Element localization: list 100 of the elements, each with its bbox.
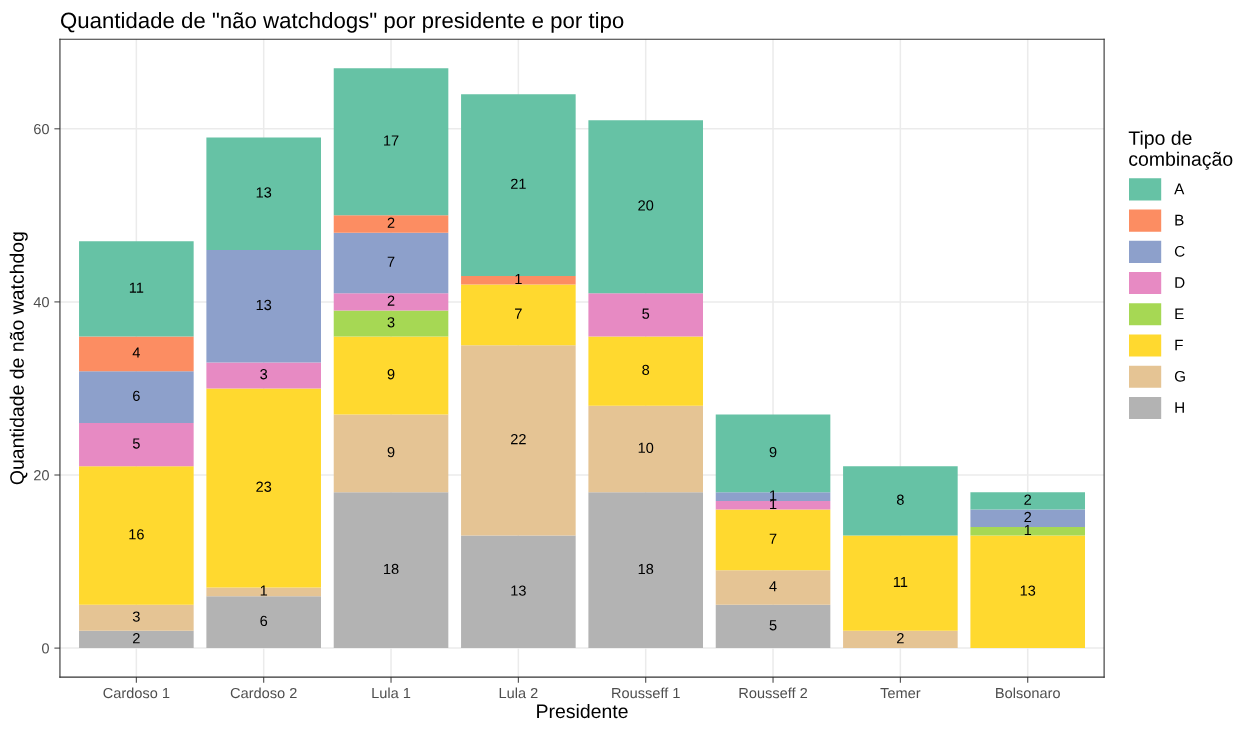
bar xyxy=(79,336,194,372)
bar xyxy=(588,336,703,406)
y-axis-title: Quantidade de não watchdog xyxy=(9,232,28,485)
bar xyxy=(206,587,321,597)
bar xyxy=(588,405,703,493)
data-label: 5 xyxy=(769,620,777,631)
bar xyxy=(333,310,449,337)
legend-title: Tipo de combinação xyxy=(1128,130,1233,170)
bar xyxy=(206,362,321,389)
bar xyxy=(461,345,576,536)
bar xyxy=(970,509,1086,527)
bar xyxy=(79,241,194,337)
data-label: 9 xyxy=(387,369,395,380)
bar xyxy=(588,293,703,337)
data-label: 1 xyxy=(1024,525,1032,536)
bar xyxy=(333,336,449,415)
data-label: 7 xyxy=(387,256,395,267)
bar xyxy=(715,500,831,510)
bar xyxy=(79,604,194,631)
chart-title: Quantidade de "não watchdogs" por presidente e por tipo xyxy=(61,12,624,33)
data-label: 1 xyxy=(770,490,777,501)
data-label: 2 xyxy=(387,217,395,228)
y-tick-label: 0 xyxy=(42,643,49,654)
bar xyxy=(970,535,1086,649)
x-axis-title: Presidente xyxy=(537,703,628,719)
bar xyxy=(79,423,194,467)
data-label: 3 xyxy=(132,611,140,622)
x-tick-label: Rousseff 2 xyxy=(739,687,808,699)
data-label: 3 xyxy=(260,369,268,380)
data-label: 13 xyxy=(256,187,272,198)
legend-label: A xyxy=(1174,183,1185,195)
bar xyxy=(970,526,1086,536)
x-tick-label: Cardoso 2 xyxy=(230,687,297,699)
bar xyxy=(970,492,1086,510)
legend-label: C xyxy=(1174,245,1185,257)
data-label: 21 xyxy=(510,178,526,189)
data-label: 22 xyxy=(510,433,526,445)
data-label: 2 xyxy=(133,633,140,644)
data-label: 13 xyxy=(1020,585,1036,596)
bar xyxy=(715,492,831,501)
legend-label: H xyxy=(1175,402,1184,413)
bar xyxy=(333,414,449,493)
bar xyxy=(843,630,958,649)
x-tick-label: Lula 1 xyxy=(372,687,411,699)
data-label: 6 xyxy=(260,615,268,627)
data-label: 4 xyxy=(769,581,777,592)
data-label: 7 xyxy=(769,533,777,544)
bar xyxy=(588,120,703,294)
data-label: 16 xyxy=(129,529,144,540)
data-label: 11 xyxy=(893,576,908,587)
data-label: 5 xyxy=(642,308,650,319)
data-label: 2 xyxy=(387,295,395,306)
data-label: 5 xyxy=(132,438,140,449)
bar xyxy=(843,535,958,631)
data-label: 1 xyxy=(260,585,268,596)
bar xyxy=(843,466,958,536)
bar xyxy=(333,215,449,233)
bar xyxy=(79,371,194,424)
legend-label: D xyxy=(1175,277,1185,288)
data-label: 18 xyxy=(638,563,654,575)
bar xyxy=(461,284,576,346)
data-label: 13 xyxy=(256,299,272,311)
bar xyxy=(333,232,449,294)
bar xyxy=(206,137,321,250)
data-label: 9 xyxy=(387,446,395,458)
legend-label: E xyxy=(1175,308,1184,320)
data-label: 6 xyxy=(133,390,140,402)
data-label: 8 xyxy=(896,494,904,505)
x-tick-label: Bolsonaro xyxy=(996,687,1060,699)
data-label: 17 xyxy=(384,135,399,146)
x-tick-label: Rousseff 1 xyxy=(612,687,680,699)
bar xyxy=(461,275,576,285)
data-label: 1 xyxy=(515,274,522,285)
data-label: 2 xyxy=(1024,511,1032,523)
y-tick-label: 60 xyxy=(34,123,49,135)
data-label: 11 xyxy=(129,282,144,293)
data-label: 4 xyxy=(132,347,140,358)
bar xyxy=(588,492,703,649)
data-label: 2 xyxy=(897,633,904,644)
data-label: 18 xyxy=(384,563,399,575)
bar xyxy=(79,630,194,649)
data-label: 7 xyxy=(515,308,522,319)
legend-label: F xyxy=(1175,339,1183,351)
bar xyxy=(461,535,576,649)
bar xyxy=(79,466,194,605)
bar xyxy=(333,492,449,649)
data-label: 8 xyxy=(642,364,650,376)
bar xyxy=(333,293,449,311)
bar xyxy=(715,604,831,649)
data-label: 9 xyxy=(769,446,777,458)
bar xyxy=(461,94,576,276)
bar xyxy=(715,509,831,571)
data-label: 20 xyxy=(638,200,654,211)
data-label: 13 xyxy=(511,585,526,596)
legend-label: B xyxy=(1175,214,1184,226)
x-tick-label: Temer xyxy=(880,688,921,699)
bar xyxy=(206,249,321,363)
data-label: 3 xyxy=(387,317,395,328)
x-tick-label: Cardoso 1 xyxy=(103,687,170,699)
x-tick-label: Lula 2 xyxy=(499,687,538,699)
